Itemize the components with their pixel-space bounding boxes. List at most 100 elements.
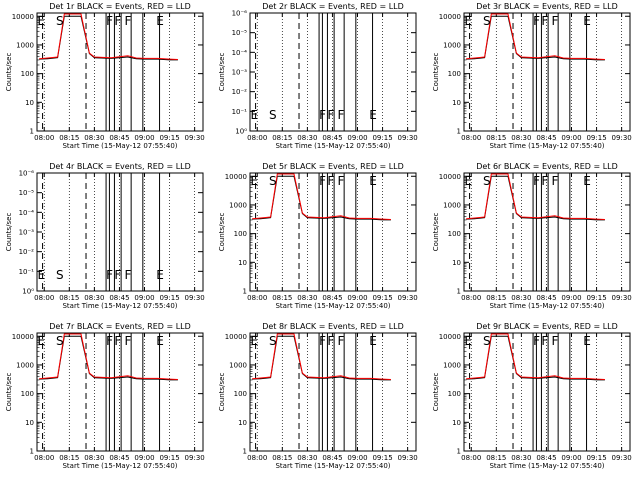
x-tick-label: 08:30 bbox=[84, 454, 104, 462]
flag-label: F bbox=[319, 174, 326, 188]
y-tick-label: 1 bbox=[243, 448, 247, 456]
x-tick-label: 08:00 bbox=[34, 134, 54, 142]
flag-label: S bbox=[483, 174, 491, 188]
chart-title: Det 1r BLACK = Events, RED = LLD bbox=[49, 2, 191, 11]
y-tick-label: 10⁻³ bbox=[19, 229, 35, 237]
flag-label: F bbox=[124, 334, 131, 348]
chart-title: Det 2r BLACK = Events, RED = LLD bbox=[262, 2, 404, 11]
y-axis-label: Counts/sec bbox=[5, 213, 13, 252]
plot-frame bbox=[463, 12, 631, 132]
y-axis-label: Counts/sec bbox=[5, 373, 13, 412]
y-axis-label: Counts/sec bbox=[218, 373, 226, 412]
y-tick-label: 100 bbox=[448, 390, 461, 398]
flag-label: F bbox=[114, 334, 121, 348]
x-tick-label: 08:30 bbox=[511, 294, 531, 302]
plot-frame bbox=[36, 332, 204, 452]
flag-label: E bbox=[465, 174, 473, 188]
y-axis-label: Counts/sec bbox=[432, 373, 440, 412]
x-tick-label: 09:15 bbox=[159, 454, 179, 462]
x-axis-label: Start Time (15-May-12 07:55:40) bbox=[489, 142, 604, 150]
flag-label: F bbox=[551, 334, 558, 348]
y-tick-label: 10⁰ bbox=[22, 288, 34, 296]
y-tick-label: 1 bbox=[457, 288, 461, 296]
plot-frame bbox=[36, 12, 204, 132]
flag-label: E bbox=[369, 174, 377, 188]
flag-label: E bbox=[38, 334, 46, 348]
series-line-lld bbox=[466, 13, 605, 60]
y-axis-label: Counts/sec bbox=[432, 213, 440, 252]
flag-label: S bbox=[56, 334, 64, 348]
x-tick-label: 08:00 bbox=[461, 294, 481, 302]
flag-label: S bbox=[56, 268, 64, 282]
flag-label: E bbox=[583, 14, 591, 28]
y-tick-label: 100 bbox=[448, 230, 461, 238]
flag-label: S bbox=[269, 334, 277, 348]
x-axis-label: Start Time (15-May-12 07:55:40) bbox=[489, 462, 604, 470]
y-tick-label: 10000 bbox=[225, 333, 247, 341]
y-tick-label: 10000 bbox=[12, 13, 34, 21]
y-tick-label: 10 bbox=[238, 259, 247, 267]
chart-title: Det 5r BLACK = Events, RED = LLD bbox=[262, 162, 404, 171]
y-axis-label: Counts/sec bbox=[432, 53, 440, 92]
chart-title: Det 7r BLACK = Events, RED = LLD bbox=[49, 322, 191, 331]
x-tick-label: 08:45 bbox=[109, 294, 129, 302]
series-line-lld bbox=[39, 13, 178, 60]
x-tick-label: 08:45 bbox=[536, 454, 556, 462]
y-tick-label: 10 bbox=[238, 419, 247, 427]
chart-panel-5: Det 5r BLACK = Events, RED = LLD 08:00 08:… bbox=[218, 162, 418, 310]
chart-panel-7: Det 7r BLACK = Events, RED = LLD 08:00 08:… bbox=[5, 322, 205, 470]
flag-label: E bbox=[251, 334, 259, 348]
x-tick-label: 09:30 bbox=[398, 294, 418, 302]
y-tick-label: 1000 bbox=[229, 361, 247, 369]
x-tick-label: 08:15 bbox=[486, 134, 506, 142]
x-tick-label: 09:00 bbox=[561, 134, 581, 142]
chart-panel-6: Det 6r BLACK = Events, RED = LLD 08:00 08:… bbox=[432, 162, 632, 310]
y-tick-label: 1000 bbox=[229, 201, 247, 209]
x-axis-label: Start Time (15-May-12 07:55:40) bbox=[275, 302, 390, 310]
flag-label: E bbox=[465, 14, 473, 28]
x-tick-label: 09:00 bbox=[134, 294, 154, 302]
flag-label: F bbox=[337, 334, 344, 348]
y-tick-label: 100 bbox=[234, 390, 247, 398]
x-tick-label: 09:30 bbox=[185, 454, 205, 462]
x-tick-label: 09:00 bbox=[134, 454, 154, 462]
x-tick-label: 09:15 bbox=[586, 294, 606, 302]
y-tick-label: 10⁻² bbox=[232, 88, 248, 96]
chart-title: Det 8r BLACK = Events, RED = LLD bbox=[262, 322, 404, 331]
x-tick-label: 09:30 bbox=[185, 294, 205, 302]
flag-label: S bbox=[483, 334, 491, 348]
chart-title: Det 4r BLACK = Events, RED = LLD bbox=[49, 162, 191, 171]
flag-label: E bbox=[38, 268, 46, 282]
series-line-lld bbox=[252, 333, 391, 380]
series-line-lld bbox=[39, 333, 178, 380]
x-tick-label: 08:45 bbox=[536, 134, 556, 142]
y-tick-label: 1 bbox=[243, 288, 247, 296]
x-tick-label: 09:00 bbox=[561, 454, 581, 462]
y-tick-label: 10⁻⁵ bbox=[232, 29, 248, 37]
x-tick-label: 08:45 bbox=[109, 134, 129, 142]
flag-label: F bbox=[124, 268, 131, 282]
series-line-lld bbox=[252, 173, 391, 220]
flag-label: E bbox=[251, 108, 259, 122]
flag-label: F bbox=[551, 174, 558, 188]
x-tick-label: 08:30 bbox=[511, 454, 531, 462]
x-tick-label: 08:30 bbox=[84, 134, 104, 142]
y-axis-label: Counts/sec bbox=[218, 213, 226, 252]
flag-label: F bbox=[533, 334, 540, 348]
x-tick-label: 08:00 bbox=[461, 454, 481, 462]
x-tick-label: 08:30 bbox=[511, 134, 531, 142]
x-tick-label: 08:00 bbox=[34, 294, 54, 302]
chart-title: Det 6r BLACK = Events, RED = LLD bbox=[476, 162, 618, 171]
plot-frame bbox=[249, 172, 417, 292]
plot-frame bbox=[463, 332, 631, 452]
flag-label: F bbox=[533, 174, 540, 188]
y-tick-label: 100 bbox=[21, 390, 34, 398]
x-tick-label: 08:30 bbox=[297, 134, 317, 142]
y-tick-label: 10 bbox=[452, 99, 461, 107]
y-tick-label: 10⁻¹ bbox=[232, 108, 248, 116]
y-tick-label: 1 bbox=[457, 128, 461, 136]
x-tick-label: 08:15 bbox=[59, 134, 79, 142]
y-tick-label: 1 bbox=[30, 448, 34, 456]
y-tick-label: 10000 bbox=[225, 173, 247, 181]
